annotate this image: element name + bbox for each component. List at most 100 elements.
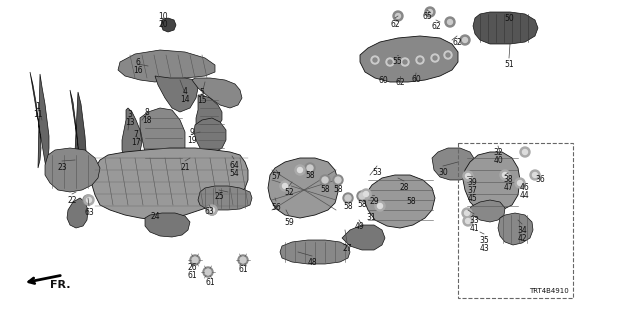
Text: 51: 51 (504, 60, 514, 69)
Polygon shape (268, 158, 338, 218)
Text: 39: 39 (467, 178, 477, 187)
Circle shape (445, 17, 455, 27)
Text: 23: 23 (57, 163, 67, 172)
Text: 19: 19 (187, 136, 197, 145)
Text: 4: 4 (182, 87, 188, 96)
Circle shape (295, 165, 305, 175)
Text: 60: 60 (411, 75, 421, 84)
Text: 14: 14 (180, 95, 190, 104)
Text: 62: 62 (390, 20, 400, 29)
Text: 41: 41 (469, 224, 479, 233)
Circle shape (85, 197, 91, 203)
Polygon shape (432, 148, 475, 180)
Text: 37: 37 (467, 186, 477, 195)
Circle shape (460, 35, 470, 45)
Text: 6: 6 (136, 58, 140, 67)
Text: 35: 35 (479, 236, 489, 245)
Circle shape (86, 197, 92, 203)
Polygon shape (198, 186, 252, 210)
Text: 3: 3 (127, 110, 132, 119)
Text: 63: 63 (84, 208, 94, 217)
Circle shape (364, 191, 369, 196)
Polygon shape (280, 240, 350, 264)
Text: 32: 32 (493, 148, 503, 157)
Text: 65: 65 (422, 12, 432, 21)
Polygon shape (67, 198, 88, 228)
Text: 61: 61 (238, 265, 248, 274)
Circle shape (190, 255, 200, 265)
Circle shape (386, 58, 394, 66)
Text: TRT4B4910: TRT4B4910 (529, 288, 569, 294)
Circle shape (444, 51, 452, 59)
Circle shape (518, 180, 522, 186)
Circle shape (416, 56, 424, 64)
Circle shape (465, 219, 470, 223)
Text: 53: 53 (372, 168, 382, 177)
Polygon shape (192, 78, 242, 108)
Text: 18: 18 (142, 116, 152, 125)
Polygon shape (161, 18, 176, 32)
Text: 48: 48 (307, 258, 317, 267)
Polygon shape (118, 50, 215, 82)
Text: 25: 25 (214, 192, 224, 201)
Text: 62: 62 (452, 38, 462, 47)
Polygon shape (473, 12, 538, 44)
Circle shape (378, 204, 383, 209)
Text: 13: 13 (125, 118, 135, 127)
Circle shape (343, 193, 353, 203)
Circle shape (307, 165, 313, 171)
Text: 40: 40 (493, 156, 503, 165)
Text: 63: 63 (204, 207, 214, 216)
Circle shape (84, 195, 94, 205)
Polygon shape (30, 72, 49, 168)
Text: 36: 36 (535, 175, 545, 184)
Circle shape (298, 167, 303, 172)
Text: 58: 58 (343, 202, 353, 211)
Circle shape (280, 181, 290, 191)
Circle shape (207, 205, 217, 215)
Polygon shape (155, 76, 198, 112)
Circle shape (333, 175, 343, 185)
Circle shape (520, 147, 530, 157)
Circle shape (322, 177, 328, 183)
Circle shape (192, 257, 198, 263)
Polygon shape (92, 148, 248, 220)
Text: 61: 61 (205, 278, 215, 287)
Text: 26: 26 (187, 263, 197, 272)
Circle shape (403, 60, 407, 64)
Circle shape (361, 189, 371, 199)
Circle shape (463, 37, 467, 43)
Text: 58: 58 (357, 200, 367, 209)
Circle shape (447, 20, 452, 25)
Polygon shape (498, 213, 533, 245)
Text: 64: 64 (229, 161, 239, 170)
Polygon shape (196, 95, 222, 132)
Polygon shape (342, 225, 385, 250)
Polygon shape (364, 175, 435, 228)
Circle shape (357, 191, 367, 201)
Circle shape (345, 195, 351, 201)
Polygon shape (140, 108, 185, 168)
Circle shape (209, 207, 215, 213)
Bar (458, 143, 573, 298)
Polygon shape (145, 213, 190, 237)
Circle shape (465, 211, 470, 215)
Polygon shape (70, 90, 86, 172)
Text: 54: 54 (229, 169, 239, 178)
Polygon shape (360, 36, 458, 82)
Circle shape (425, 7, 435, 17)
Circle shape (359, 193, 365, 199)
Text: 33: 33 (469, 216, 479, 225)
Text: 58: 58 (333, 185, 343, 194)
Circle shape (240, 257, 246, 263)
Circle shape (83, 195, 93, 205)
Circle shape (373, 58, 377, 62)
Text: 52: 52 (284, 188, 294, 197)
Text: 58: 58 (320, 185, 330, 194)
Text: 61: 61 (187, 271, 197, 280)
Circle shape (371, 56, 379, 64)
Text: 55: 55 (392, 57, 402, 66)
Text: 45: 45 (467, 194, 477, 203)
Circle shape (205, 269, 211, 275)
Circle shape (207, 205, 217, 215)
